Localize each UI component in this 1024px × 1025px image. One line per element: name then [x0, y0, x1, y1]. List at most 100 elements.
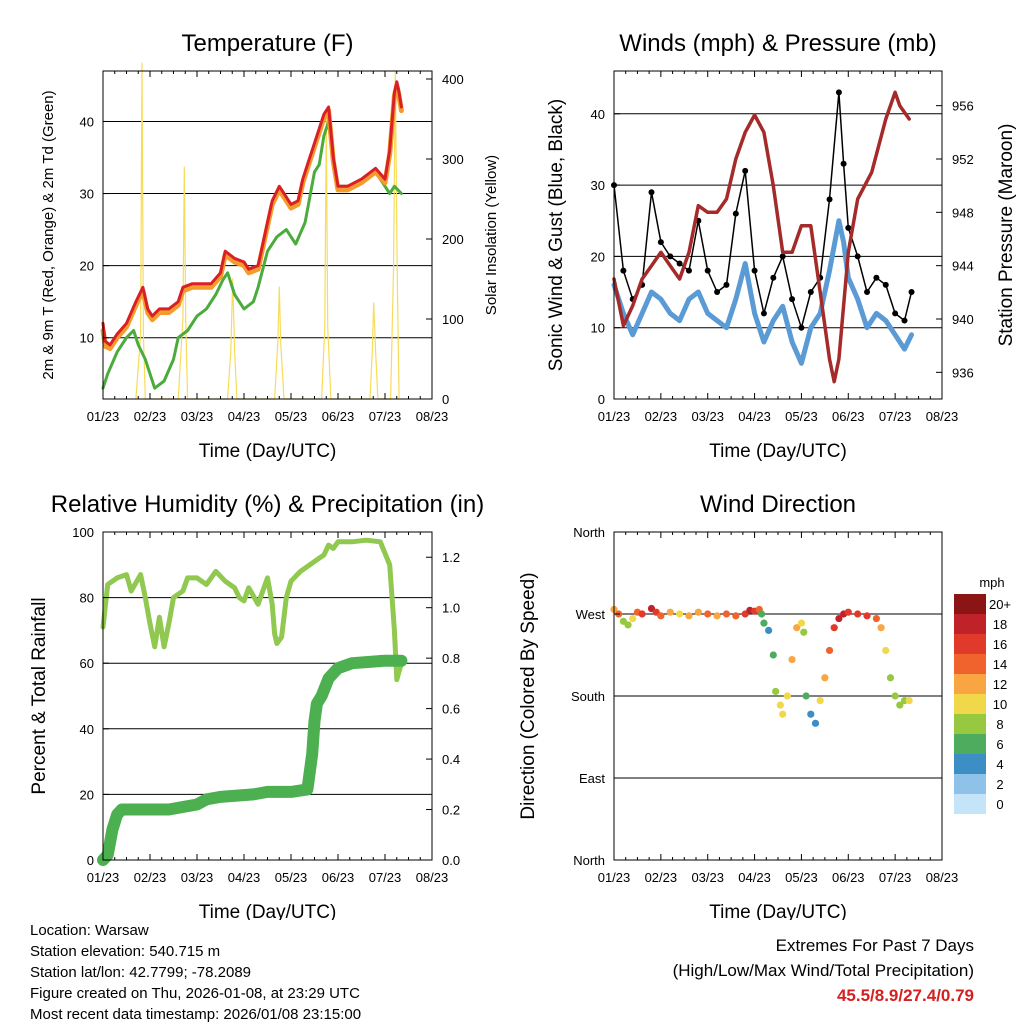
x-axis-label: Time (Day/UTC) — [709, 441, 847, 462]
direction-point — [830, 624, 838, 632]
y-tick-label: South — [571, 689, 605, 704]
direction-point — [772, 687, 780, 696]
y-tick-label: 20 — [80, 787, 94, 802]
y-axis-label: Sonic Wind & Gust (Blue, Black) — [546, 99, 567, 371]
direction-point — [685, 612, 693, 620]
colorbar-swatch — [954, 734, 986, 754]
direction-point — [800, 628, 808, 636]
gust-point — [723, 281, 730, 288]
gust-point — [826, 196, 833, 203]
gust-point — [770, 274, 777, 281]
direction-point — [704, 610, 712, 618]
x-tick-label: 03/23 — [691, 409, 724, 424]
chart-title: Relative Humidity (%) & Precipitation (i… — [51, 491, 484, 518]
y2-axis-label: Solar Insolation (Yellow) — [483, 155, 500, 315]
y-tick-label: 40 — [591, 107, 605, 122]
colorbar-label: 16 — [993, 637, 1007, 652]
y-tick-label: 30 — [80, 187, 94, 202]
colorbar-swatch — [954, 694, 986, 714]
x-tick-label: 08/23 — [416, 409, 449, 424]
x-tick-label: 08/23 — [416, 870, 449, 885]
y2-tick-label: 0.4 — [442, 752, 460, 767]
colorbar-swatch — [954, 714, 986, 734]
gust-point — [864, 289, 871, 296]
series-gust-line — [613, 91, 913, 329]
gust-point — [882, 281, 889, 288]
direction-point — [629, 614, 637, 623]
direction-point — [863, 612, 871, 620]
direction-point — [624, 621, 632, 629]
direction-point — [779, 710, 787, 718]
x-tick-label: 08/23 — [926, 870, 959, 885]
colorbar-swatch — [954, 794, 986, 814]
direction-point — [732, 612, 740, 620]
x-tick-label: 04/23 — [228, 409, 261, 424]
colorbar-title: mph — [979, 575, 1004, 590]
colorbar-label: 20+ — [989, 597, 1011, 612]
y2-tick-label: 940 — [952, 312, 974, 327]
direction-point — [802, 692, 810, 700]
colorbar-label: 18 — [993, 617, 1007, 632]
colorbar-label: 14 — [993, 657, 1007, 672]
gust-point — [840, 160, 847, 167]
direction-point — [825, 646, 834, 655]
x-tick-label: 05/23 — [275, 870, 308, 885]
direction-point — [797, 619, 806, 627]
gust-point — [835, 89, 842, 96]
series-2m-td — [101, 120, 403, 390]
x-tick-label: 02/23 — [645, 870, 678, 885]
y2-tick-label: 200 — [442, 232, 464, 247]
series-total-rainfall — [97, 654, 408, 866]
direction-point — [676, 610, 684, 618]
chart-title: Winds (mph) & Pressure (mb) — [619, 30, 936, 57]
y2-tick-label: 400 — [442, 72, 464, 87]
y2-tick-label: 1.0 — [442, 601, 460, 616]
direction-point — [776, 701, 784, 709]
gust-point — [845, 224, 852, 231]
direction-point — [694, 608, 702, 616]
direction-point — [821, 674, 829, 682]
gust-point — [901, 317, 908, 324]
direction-point — [896, 701, 904, 709]
y-tick-label: North — [573, 525, 605, 540]
figure-canvas: Temperature (F) Time (Day/UTC) 01/23 02/23 0… — [29, 30, 1017, 923]
direction-point — [882, 646, 890, 655]
x-tick-label: 02/23 — [645, 409, 678, 424]
x-tick-label: 05/23 — [275, 409, 308, 424]
wind-direction-chart: Wind Direction Time (Day/UTC) 01/23 02/23 03… — [518, 491, 1011, 923]
gust-point — [685, 267, 692, 274]
latlon-text: Station lat/lon: 42.7799; -78.2089 — [30, 964, 252, 981]
colorbar-swatch — [954, 754, 986, 774]
colorbar-swatch — [954, 654, 986, 674]
y-tick-label: 60 — [80, 656, 94, 671]
direction-point — [877, 624, 885, 632]
recent-data-text: Most recent data timestamp: 2026/01/08 2… — [30, 1006, 362, 1023]
x-tick-label: 06/23 — [832, 409, 865, 424]
x-tick-label: 03/23 — [181, 409, 214, 424]
x-tick-label: 03/23 — [691, 870, 724, 885]
y-axis-label: Direction (Colored By Speed) — [518, 572, 539, 819]
y-tick-label: 30 — [591, 178, 605, 193]
y-tick-label: 20 — [591, 249, 605, 264]
gust-point — [657, 239, 664, 246]
y-tick-label: 80 — [80, 591, 94, 606]
series-station-pressure — [612, 90, 911, 384]
chart-title: Temperature (F) — [181, 30, 353, 57]
direction-point — [769, 651, 777, 659]
direction-point — [783, 692, 791, 700]
extremes-title: Extremes For Past 7 Days — [775, 936, 974, 955]
series-sonic-wind — [611, 218, 914, 366]
colorbar-label: 10 — [993, 697, 1007, 712]
direction-point — [835, 614, 843, 623]
gust-point — [873, 274, 880, 281]
gust-point — [807, 289, 814, 296]
x-tick-label: 01/23 — [598, 870, 631, 885]
x-tick-label: 04/23 — [738, 409, 771, 424]
gust-point — [908, 289, 915, 296]
gust-point — [620, 267, 627, 274]
direction-point — [758, 610, 766, 618]
direction-point — [765, 626, 773, 635]
direction-point — [905, 696, 913, 705]
y2-tick-label: 0.2 — [442, 803, 460, 818]
created-text: Figure created on Thu, 2026-01-08, at 23… — [30, 985, 360, 1002]
